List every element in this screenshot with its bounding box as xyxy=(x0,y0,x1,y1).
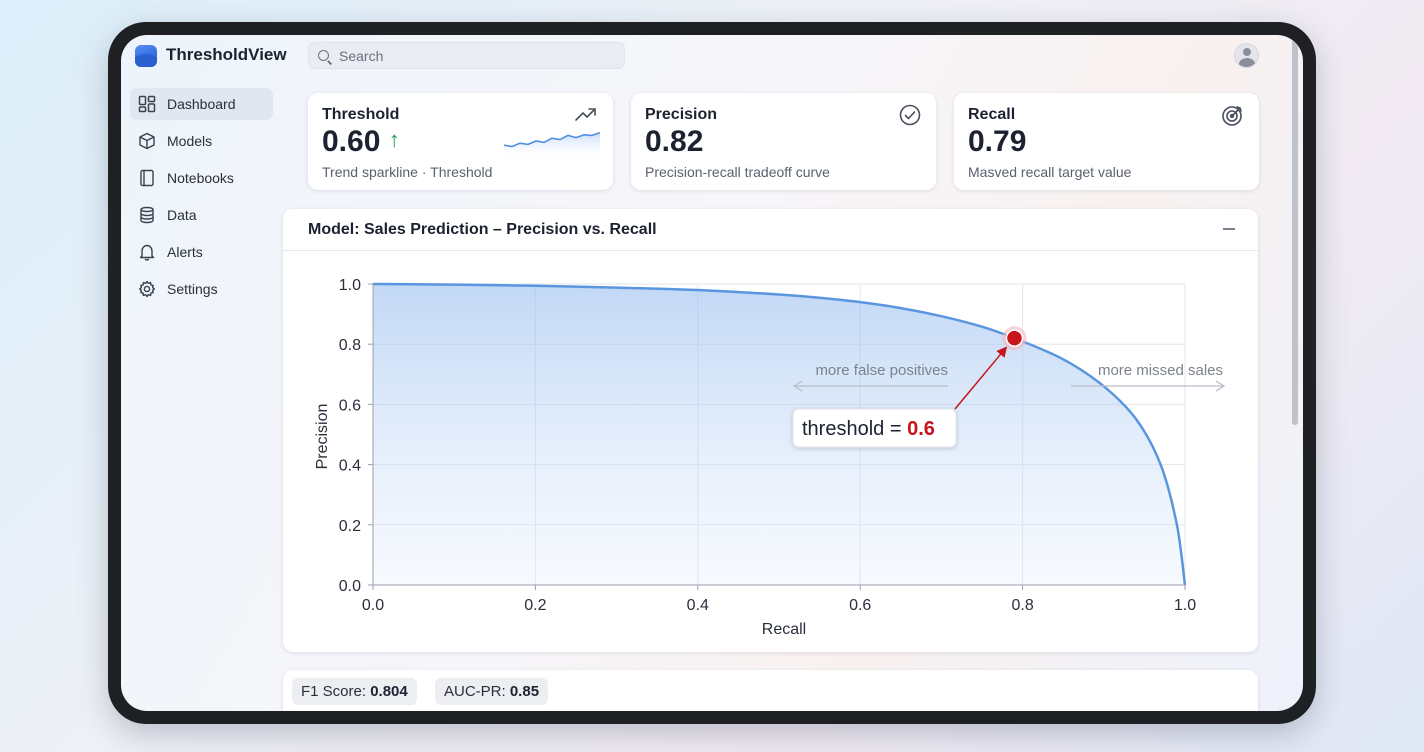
minimize-button[interactable] xyxy=(1223,228,1235,230)
threshold-card[interactable]: Threshold 0.60 ↑ Trend sparkline · Thres… xyxy=(308,93,613,190)
right-arrow-head xyxy=(1215,380,1226,392)
pr-curve-line xyxy=(372,282,1187,586)
recall-card[interactable]: Recall 0.79 Masved recall target value xyxy=(954,93,1259,190)
precision-card[interactable]: Precision 0.82 Precision-recall tradeoff… xyxy=(631,93,936,190)
sidebar-item-label: Data xyxy=(167,207,197,223)
search-icon xyxy=(318,50,329,61)
x-tick-label: 1.0 xyxy=(1174,597,1196,614)
check-circle-icon xyxy=(899,104,921,126)
y-tick-label: 1.0 xyxy=(339,277,361,294)
sidebar-item-notebooks[interactable]: Notebooks xyxy=(130,162,273,194)
x-tick-label: 0.4 xyxy=(687,597,709,614)
sidebar-item-models[interactable]: Models xyxy=(130,125,273,157)
logo-icon xyxy=(135,45,157,67)
auc-pr-badge: AUC-PR: 0.85 xyxy=(435,678,549,705)
panel-title: Model: Sales Prediction – Precision vs. … xyxy=(308,221,657,238)
gear-icon xyxy=(138,280,156,298)
bell-icon xyxy=(139,244,155,261)
trend-up-icon xyxy=(575,108,596,121)
x-tick-label: 0.0 xyxy=(362,597,384,614)
sparkline xyxy=(504,131,600,159)
stat-label: AUC-PR: xyxy=(444,683,506,700)
card-value: 0.60 ↑ xyxy=(322,125,400,159)
sidebar-item-label: Models xyxy=(167,133,213,149)
threshold-value: 0.60 xyxy=(322,125,381,158)
y-tick-label: 0.0 xyxy=(339,578,361,595)
avatar[interactable] xyxy=(1234,43,1259,68)
threshold-pointer xyxy=(954,346,1008,410)
x-tick-label: 0.8 xyxy=(1011,597,1033,614)
sidebar-item-settings[interactable]: Settings xyxy=(130,273,273,305)
threshold-callout-text: threshold = 0.6 xyxy=(802,418,935,440)
precision-recall-chart: 0.0 0.2 0.4 0.6 0.8 1.0 0.0 0.2 0.4 0.6 0.8 1.0 Reca… xyxy=(314,277,1226,638)
chart-panel: Model: Sales Prediction – Precision vs. … xyxy=(283,209,1258,652)
sparkline-line xyxy=(504,131,600,148)
left-arrow-head xyxy=(792,380,803,392)
sidebar-item-label: Notebooks xyxy=(167,170,234,186)
sidebar-item-alerts[interactable]: Alerts xyxy=(130,236,273,268)
app-screen: ThresholdView Dashboard Models Notebook xyxy=(121,35,1303,711)
y-axis-label: Precision xyxy=(314,404,331,470)
target-icon xyxy=(1222,106,1242,126)
threshold-callout xyxy=(792,408,957,448)
scrollbar[interactable] xyxy=(1292,39,1298,425)
missed-sales-label: more missed sales xyxy=(1098,362,1223,379)
stat-value: 0.85 xyxy=(509,683,540,700)
dashboard-icon xyxy=(138,95,156,113)
card-subtitle: Trend sparkline · Threshold xyxy=(322,164,493,180)
threshold-callout-value: 0.6 xyxy=(907,418,935,440)
search-input[interactable] xyxy=(339,46,609,66)
card-subtitle: Masved recall target value xyxy=(968,164,1132,180)
y-tick-label: 0.4 xyxy=(339,458,361,475)
stats-panel: F1 Score: 0.804 AUC-PR: 0.85 xyxy=(283,670,1258,711)
stat-label: F1 Score: xyxy=(301,683,367,700)
database-icon xyxy=(140,206,154,224)
x-tick-label: 0.6 xyxy=(849,597,871,614)
app-title: ThresholdView xyxy=(166,45,287,64)
f1-score-badge: F1 Score: 0.804 xyxy=(292,678,417,705)
y-tick-label: 0.2 xyxy=(339,518,361,535)
x-axis-label: Recall xyxy=(762,621,806,638)
card-title: Threshold xyxy=(322,106,400,123)
card-value: 0.82 xyxy=(645,125,704,158)
cube-icon xyxy=(139,132,155,150)
divider xyxy=(283,250,1258,251)
card-title: Precision xyxy=(645,106,718,123)
sidebar-item-label: Dashboard xyxy=(167,96,236,112)
tablet-frame: ThresholdView Dashboard Models Notebook xyxy=(108,22,1316,724)
card-title: Recall xyxy=(968,106,1016,123)
card-subtitle: Precision-recall tradeoff curve xyxy=(645,164,830,180)
y-tick-label: 0.8 xyxy=(339,337,361,354)
sidebar-item-label: Alerts xyxy=(167,244,203,260)
sidebar-item-dashboard[interactable]: Dashboard xyxy=(130,88,273,120)
card-value: 0.79 xyxy=(968,125,1027,158)
stat-value: 0.804 xyxy=(370,683,408,700)
search-bar[interactable] xyxy=(308,42,625,69)
x-tick-label: 0.2 xyxy=(524,597,546,614)
threshold-callout-prefix: threshold = xyxy=(802,418,907,440)
trend-up-arrow: ↑ xyxy=(388,127,400,152)
notebook-icon xyxy=(140,169,154,187)
sidebar-item-label: Settings xyxy=(167,281,218,297)
area-fill xyxy=(373,284,1185,585)
sparkline-area xyxy=(504,132,600,159)
threshold-point[interactable] xyxy=(1005,329,1024,347)
sidebar-item-data[interactable]: Data xyxy=(130,199,273,231)
y-tick-label: 0.6 xyxy=(339,397,361,414)
false-positives-label: more false positives xyxy=(815,362,948,379)
